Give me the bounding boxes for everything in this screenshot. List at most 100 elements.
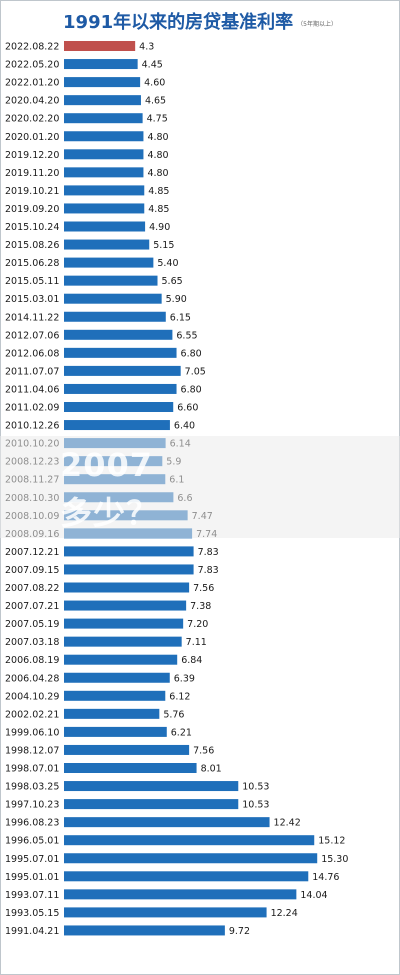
category-label: 2008.11.27 [5,475,59,486]
category-label: 2022.01.20 [5,78,59,89]
bar [64,726,167,737]
bar [64,329,173,340]
value-label: 4.45 [142,60,163,71]
category-label: 2019.10.21 [5,186,59,197]
category-label: 2008.09.16 [5,529,59,540]
bar [64,708,160,719]
bar [64,365,181,376]
bar [64,690,166,701]
category-label: 2008.12.23 [5,457,59,468]
value-label: 6.40 [174,421,195,432]
bar [64,600,187,611]
category-label: 1996.05.01 [5,836,59,847]
bar [64,889,297,900]
value-label: 6.60 [177,403,198,414]
value-label: 6.12 [169,691,190,702]
category-label: 2015.03.01 [5,294,59,305]
category-label: 2019.09.20 [5,204,59,215]
category-label: 1995.07.01 [5,854,59,865]
value-label: 12.24 [271,908,298,919]
value-label: 7.56 [193,583,214,594]
category-label: 1998.03.25 [5,782,59,793]
category-label: 2014.11.22 [5,312,59,323]
value-label: 8.01 [201,764,222,775]
bar [64,672,170,683]
value-label: 7.11 [186,637,207,648]
bar [64,546,194,557]
bar [64,474,166,485]
bar [64,203,145,214]
value-label: 7.74 [196,529,217,540]
value-label: 7.83 [198,547,219,558]
bar [64,618,184,629]
bar [64,744,190,755]
value-label: 7.05 [185,366,206,377]
bar [64,347,177,358]
category-label: 2004.10.29 [5,691,59,702]
bar [64,41,136,51]
category-label: 1995.01.01 [5,872,59,883]
value-label: 6.14 [170,439,191,450]
category-label: 2022.08.22 [5,42,59,53]
value-label: 7.47 [192,511,213,522]
category-label: 2022.05.20 [5,60,59,71]
bar [64,275,158,286]
bar [64,582,190,593]
bar [64,781,239,792]
value-label: 6.80 [181,348,202,359]
bar [64,492,174,503]
value-label: 4.80 [147,168,168,179]
value-label: 4.65 [145,96,166,107]
value-label: 14.76 [312,872,339,883]
value-label: 6.6 [177,493,192,504]
category-label: 1996.08.23 [5,818,59,829]
value-label: 4.3 [139,42,154,53]
bar [64,853,318,864]
bar [64,925,225,936]
category-label: 2015.10.24 [5,222,59,233]
category-label: 2006.04.28 [5,673,59,684]
bar [64,239,150,250]
bar [64,654,178,665]
value-label: 5.65 [162,276,183,287]
category-label: 2012.06.08 [5,348,59,359]
category-label: 2007.03.18 [5,637,59,648]
category-label: 2020.01.20 [5,132,59,143]
category-label: 2008.10.09 [5,511,59,522]
bar [64,438,166,449]
value-label: 6.21 [171,727,192,738]
value-label: 4.80 [147,150,168,161]
category-label: 2007.09.15 [5,565,59,576]
bar [64,149,144,160]
value-label: 5.15 [153,240,174,251]
bar [64,311,166,322]
category-label: 1991.04.21 [5,926,59,937]
value-label: 7.38 [190,601,211,612]
category-label: 2010.12.26 [5,421,59,432]
category-label: 2007.12.21 [5,547,59,558]
category-label: 2011.07.07 [5,366,59,377]
value-label: 6.84 [181,655,202,666]
value-label: 15.12 [318,836,345,847]
bar [64,835,315,846]
value-label: 7.83 [198,565,219,576]
value-label: 15.30 [321,854,348,865]
category-label: 2011.02.09 [5,403,59,414]
bar [64,871,309,882]
category-label: 2008.10.30 [5,493,59,504]
value-label: 4.90 [149,222,170,233]
chart-title: 1991年以来的房贷基准利率 [63,12,294,33]
value-label: 5.9 [166,457,181,468]
bar [64,420,170,431]
category-label: 1998.12.07 [5,745,59,756]
bar [64,763,197,773]
bar [64,528,193,539]
value-label: 12.42 [274,818,301,829]
bar [64,510,188,521]
bar [64,907,267,918]
value-label: 6.55 [176,330,197,341]
category-label: 2012.07.06 [5,330,59,341]
bar [64,383,177,394]
bar [64,293,162,304]
